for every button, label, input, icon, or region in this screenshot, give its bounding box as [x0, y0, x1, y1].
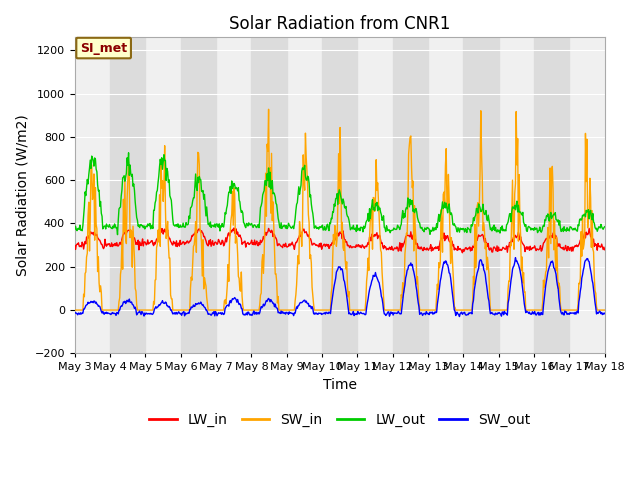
Bar [322, 37, 357, 353]
Bar [534, 37, 570, 353]
Bar [180, 37, 216, 353]
Legend: LW_in, SW_in, LW_out, SW_out: LW_in, SW_in, LW_out, SW_out [143, 408, 536, 433]
Bar [110, 37, 145, 353]
Bar [252, 37, 287, 353]
Bar [393, 37, 428, 353]
Title: Solar Radiation from CNR1: Solar Radiation from CNR1 [229, 15, 451, 33]
Y-axis label: Solar Radiation (W/m2): Solar Radiation (W/m2) [15, 114, 29, 276]
Bar [463, 37, 499, 353]
Text: SI_met: SI_met [80, 42, 127, 55]
X-axis label: Time: Time [323, 378, 356, 392]
